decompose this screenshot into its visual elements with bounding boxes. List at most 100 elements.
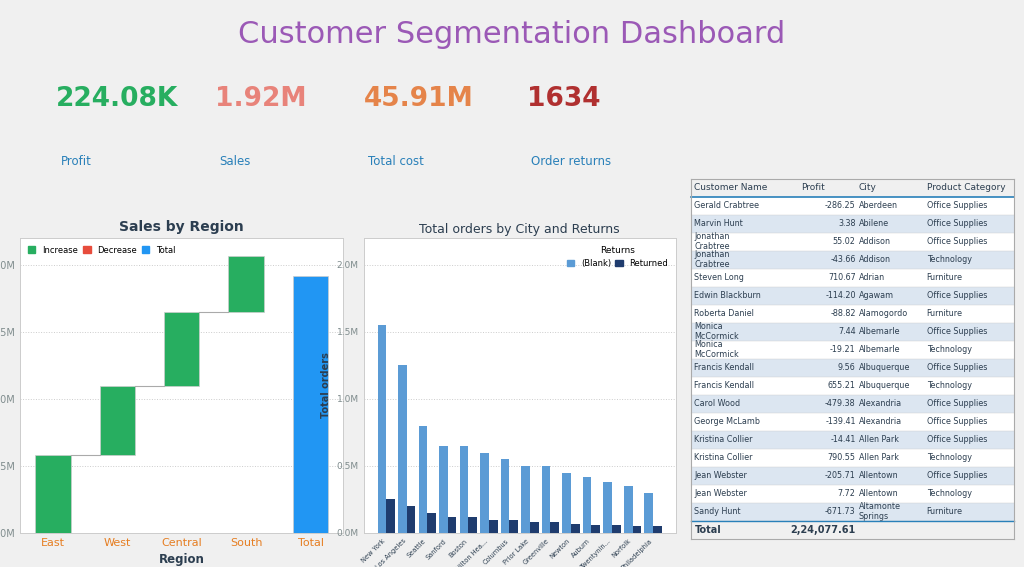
Text: 655.21: 655.21 [827,381,856,390]
Text: Albemarle: Albemarle [859,345,900,354]
Bar [35,455,71,533]
Bar [691,448,1014,467]
Text: Gerald Crabtree: Gerald Crabtree [694,201,760,210]
Text: 1.92M: 1.92M [215,86,306,112]
Bar [603,482,612,533]
Bar [691,287,1014,304]
Text: Edwin Blackburn: Edwin Blackburn [694,291,761,300]
Text: Steven Long: Steven Long [694,273,744,282]
Text: Furniture: Furniture [927,273,963,282]
Bar [691,269,1014,287]
Text: Alexandria: Alexandria [859,399,902,408]
Text: -14.41: -14.41 [830,435,856,444]
Text: -671.73: -671.73 [825,507,856,516]
Text: Technology: Technology [927,489,972,498]
Bar [501,459,509,533]
Bar [460,446,468,533]
Bar [691,215,1014,232]
Text: Office Supplies: Office Supplies [927,201,987,210]
Text: Allentown: Allentown [859,471,898,480]
Text: Jean Webster: Jean Webster [694,489,748,498]
Text: Francis Kendall: Francis Kendall [694,363,755,372]
Text: Customer Segmentation Dashboard: Customer Segmentation Dashboard [239,20,785,49]
Text: -88.82: -88.82 [830,309,856,318]
Text: Addison: Addison [859,255,891,264]
Bar [691,485,1014,503]
Text: Allen Park: Allen Park [859,453,899,462]
X-axis label: Region: Region [159,553,205,566]
Bar [644,493,653,533]
Bar [293,276,329,533]
Text: Sales: Sales [219,155,251,168]
Bar [427,513,436,533]
Bar [488,519,498,533]
Bar [447,517,457,533]
Text: Addison: Addison [859,237,891,246]
Legend: (Blank), Returned: (Blank), Returned [563,242,672,271]
Bar [691,323,1014,341]
Text: 3.38: 3.38 [839,219,856,228]
Text: -19.21: -19.21 [830,345,856,354]
Text: Total cost: Total cost [368,155,424,168]
Bar [386,500,395,533]
Text: Office Supplies: Office Supplies [927,417,987,426]
Bar [691,232,1014,251]
Text: Carol Wood: Carol Wood [694,399,740,408]
Text: Technology: Technology [927,381,972,390]
Bar [691,304,1014,323]
Bar [691,376,1014,395]
Text: 7.44: 7.44 [838,327,856,336]
Text: Francis Kendall: Francis Kendall [694,381,755,390]
Text: Sandy Hunt: Sandy Hunt [694,507,741,516]
Text: Kristina Collier: Kristina Collier [694,453,753,462]
Bar [468,517,477,533]
Bar [592,525,600,533]
Text: Albuquerque: Albuquerque [859,363,910,372]
Text: Allen Park: Allen Park [859,435,899,444]
Bar [612,525,621,533]
Text: -205.71: -205.71 [825,471,856,480]
Bar [480,452,488,533]
Text: Profit: Profit [801,183,824,192]
Text: Office Supplies: Office Supplies [927,327,987,336]
Bar [583,477,592,533]
Text: Albemarle: Albemarle [859,327,900,336]
Text: Office Supplies: Office Supplies [927,399,987,408]
Text: 45.91M: 45.91M [364,86,473,112]
Bar [398,366,407,533]
Text: Office Supplies: Office Supplies [927,471,987,480]
Text: Furniture: Furniture [927,309,963,318]
Text: 224.08K: 224.08K [56,86,178,112]
Text: -43.66: -43.66 [830,255,856,264]
Text: Product Category: Product Category [927,183,1006,192]
Title: Sales by Region: Sales by Region [120,220,244,234]
Text: 55.02: 55.02 [833,237,856,246]
Text: -286.25: -286.25 [825,201,856,210]
Bar [571,523,580,533]
Bar [439,446,447,533]
Text: Monica
McCormick: Monica McCormick [694,340,739,359]
Bar [691,395,1014,413]
Text: Customer Name: Customer Name [694,183,768,192]
Bar [551,522,559,533]
Text: Profit: Profit [60,155,91,168]
Text: Office Supplies: Office Supplies [927,237,987,246]
Bar [521,466,530,533]
Text: 9.56: 9.56 [838,363,856,372]
Text: Office Supplies: Office Supplies [927,219,987,228]
Text: 7.72: 7.72 [838,489,856,498]
Text: Total: Total [694,524,721,535]
Bar [691,251,1014,269]
Bar [509,519,518,533]
Text: 1634: 1634 [527,86,601,112]
Text: 2,24,077.61: 2,24,077.61 [791,524,856,535]
Bar [691,197,1014,214]
Bar [691,467,1014,485]
Text: Office Supplies: Office Supplies [927,363,987,372]
Bar [691,503,1014,521]
Text: Monica
McCormick: Monica McCormick [694,322,739,341]
Text: George McLamb: George McLamb [694,417,761,426]
Text: Technology: Technology [927,345,972,354]
Text: -139.41: -139.41 [825,417,856,426]
Text: Kristina Collier: Kristina Collier [694,435,753,444]
